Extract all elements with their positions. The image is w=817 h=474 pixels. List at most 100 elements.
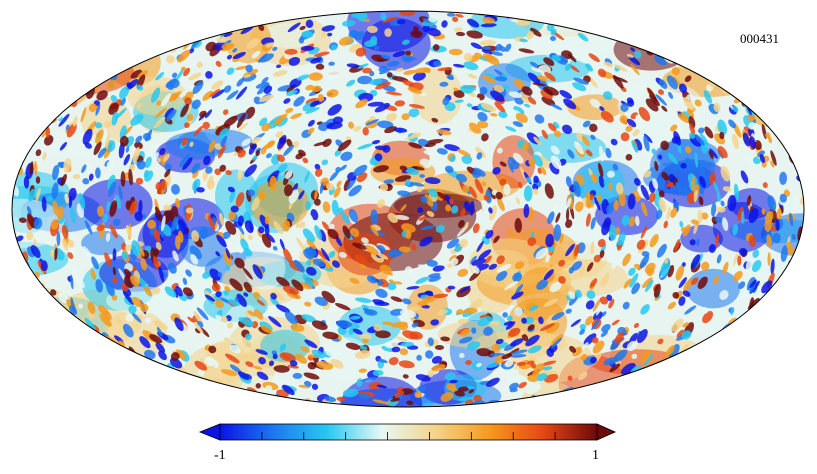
field-speckle	[182, 287, 193, 297]
field-speckle	[319, 182, 324, 195]
field-speckle	[211, 89, 226, 99]
field-speckle	[283, 98, 291, 104]
field-speckle	[513, 106, 525, 115]
field-speckle	[555, 212, 561, 223]
field-speckle	[697, 276, 708, 290]
field-speckle	[449, 48, 463, 56]
field-speckle	[258, 226, 265, 234]
field-speckle	[544, 373, 559, 383]
field-speckle	[402, 79, 415, 87]
field-speckle	[535, 247, 549, 260]
field-speckle	[29, 161, 34, 175]
field-speckle	[427, 370, 434, 378]
field-speckle	[223, 249, 232, 266]
field-speckle	[638, 107, 651, 122]
field-speckle	[445, 204, 452, 212]
field-speckle	[697, 210, 703, 223]
field-speckle	[276, 276, 290, 287]
field-speckle	[182, 157, 193, 170]
field-speckle	[119, 86, 129, 100]
field-speckle	[284, 311, 298, 325]
field-speckle	[742, 132, 751, 147]
field-speckle	[178, 219, 188, 235]
field-speckle	[690, 254, 701, 269]
field-speckle	[196, 61, 203, 68]
field-speckle	[264, 225, 270, 236]
field-speckle	[255, 349, 268, 355]
field-speckle	[456, 309, 464, 315]
field-speckle	[68, 239, 75, 248]
field-speckle	[460, 85, 474, 94]
field-speckle	[620, 103, 629, 112]
field-speckle	[112, 248, 117, 261]
field-speckle	[396, 386, 404, 392]
field-speckle	[273, 365, 290, 373]
field-speckle	[128, 305, 137, 314]
field-speckle	[646, 267, 655, 277]
field-speckle	[129, 275, 140, 287]
field-speckle	[675, 265, 685, 281]
field-speckle	[512, 121, 524, 128]
field-speckle	[80, 107, 87, 123]
field-speckle	[770, 150, 777, 166]
field-speckle	[462, 184, 469, 193]
field-speckle	[589, 98, 601, 109]
field-speckle	[302, 157, 309, 164]
field-speckle	[613, 64, 628, 72]
field-speckle	[588, 53, 600, 63]
field-speckle	[527, 72, 541, 84]
field-speckle	[151, 152, 159, 164]
field-speckle	[432, 265, 445, 272]
field-speckle	[273, 70, 288, 77]
field-speckle	[730, 307, 735, 316]
field-speckle	[154, 248, 160, 256]
field-speckle	[402, 39, 410, 45]
field-speckle	[509, 382, 519, 390]
field-speckle	[600, 273, 610, 288]
field-speckle	[480, 23, 497, 28]
field-speckle	[245, 361, 254, 368]
field-speckle	[477, 120, 489, 129]
field-speckle	[498, 45, 506, 52]
field-speckle	[167, 262, 177, 274]
field-speckle	[466, 103, 473, 108]
field-speckle	[516, 361, 527, 366]
field-speckle	[533, 175, 539, 184]
field-speckle	[350, 322, 360, 329]
field-speckle	[81, 164, 87, 174]
field-speckle	[296, 237, 306, 251]
field-speckle	[66, 144, 73, 151]
field-speckle	[684, 75, 692, 83]
field-speckle	[384, 28, 392, 37]
field-speckle	[507, 18, 519, 23]
field-speckle	[237, 170, 243, 181]
field-speckle	[577, 32, 589, 42]
field-speckle	[670, 124, 678, 132]
field-speckle	[634, 177, 641, 186]
field-speckle	[214, 143, 223, 150]
field-speckle	[456, 173, 467, 183]
field-speckle	[424, 194, 434, 207]
field-speckle	[105, 280, 115, 297]
field-speckle	[483, 326, 493, 336]
colorbar	[198, 423, 616, 441]
field-speckle	[436, 191, 450, 202]
field-speckle	[120, 171, 126, 187]
field-speckle	[215, 291, 222, 298]
field-speckle	[740, 170, 749, 184]
field-speckle	[441, 20, 448, 28]
field-speckle	[329, 170, 339, 181]
field-speckle	[586, 262, 594, 272]
field-speckle	[495, 76, 508, 82]
field-speckle	[767, 252, 771, 266]
field-speckle	[712, 181, 720, 195]
field-speckle	[514, 283, 524, 295]
field-speckle	[573, 181, 581, 198]
field-speckle	[694, 133, 705, 146]
field-speckle	[432, 60, 442, 67]
field-speckle	[467, 73, 478, 79]
field-speckle	[512, 272, 523, 282]
field-speckle	[585, 213, 591, 227]
field-speckle	[464, 221, 469, 230]
field-speckle	[470, 255, 477, 264]
